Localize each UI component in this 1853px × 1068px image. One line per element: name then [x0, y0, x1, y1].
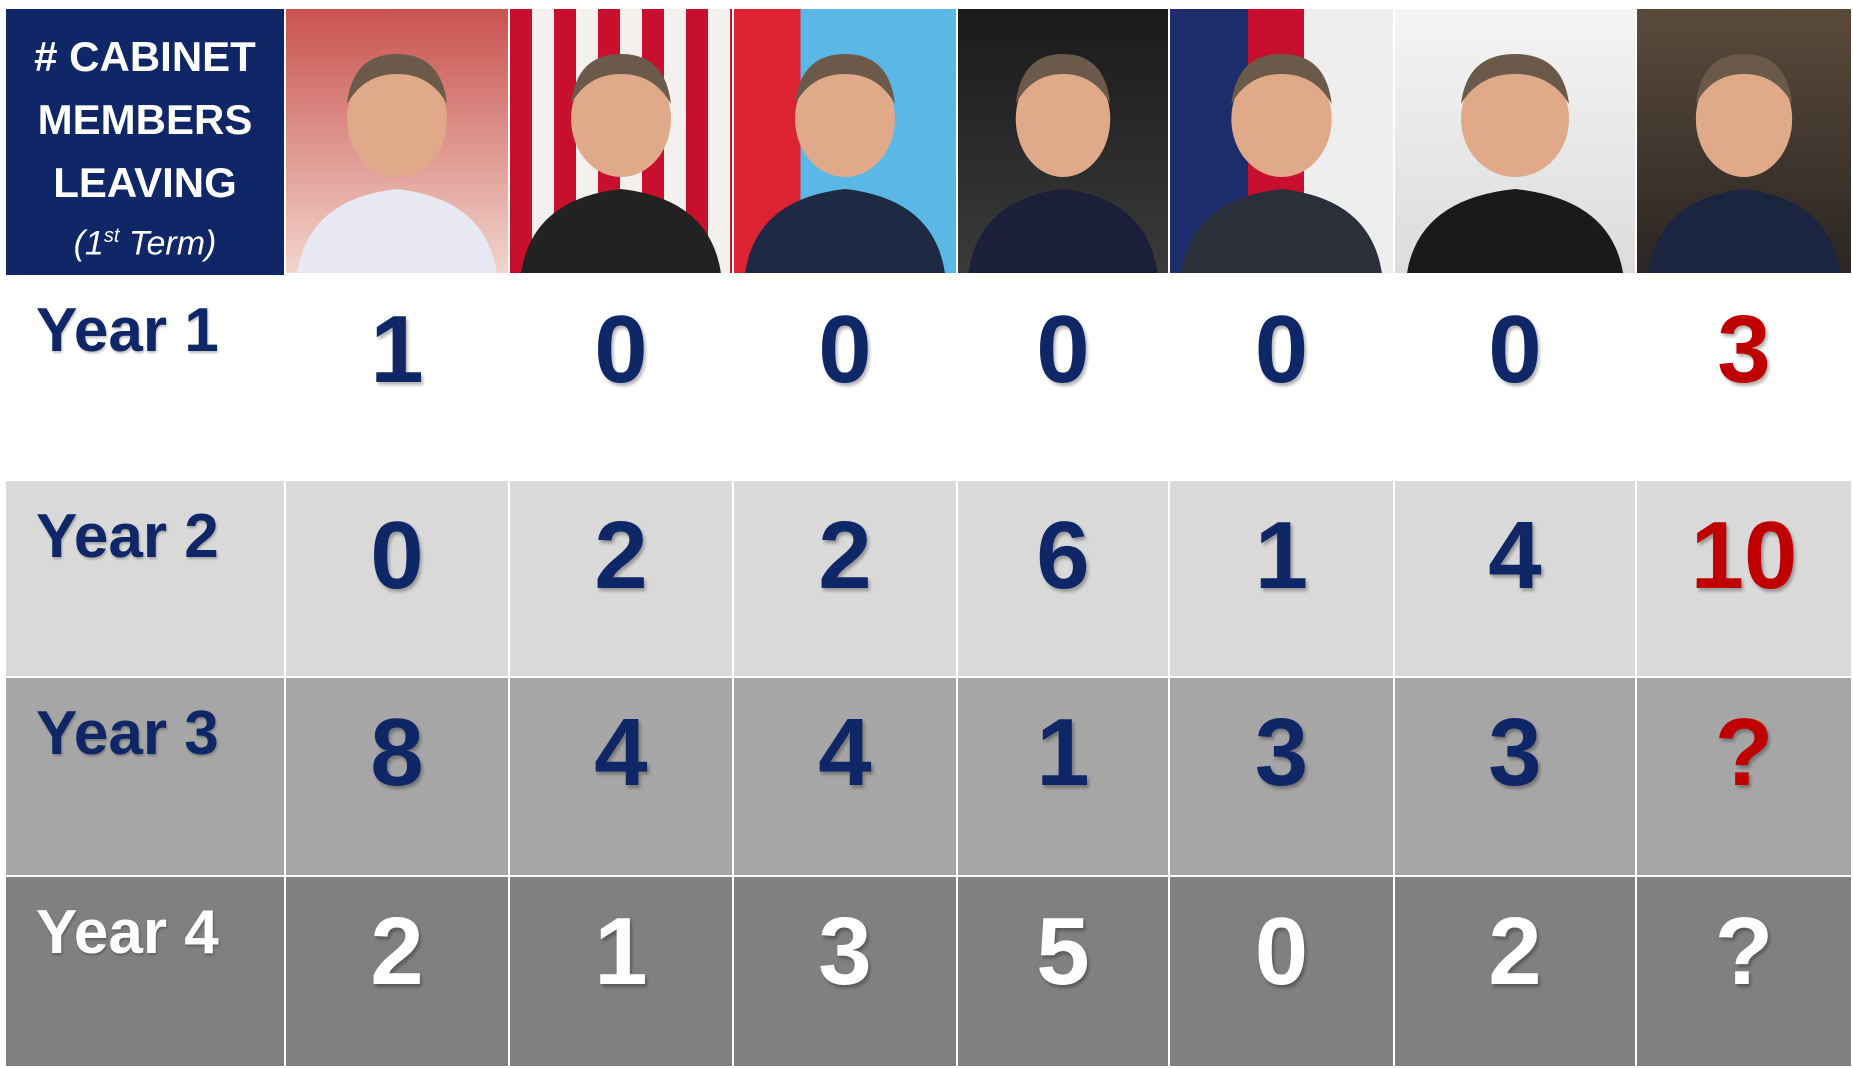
- cell-value: 3: [1637, 275, 1851, 479]
- cell-value: 0: [1170, 275, 1393, 479]
- photo: [734, 9, 956, 273]
- cell-value: 1: [510, 877, 732, 1066]
- cell-value: 0: [1170, 877, 1393, 1066]
- cell-value: 2: [1395, 877, 1635, 1066]
- cell-value: 5: [958, 877, 1168, 1066]
- cell-value: 1: [958, 678, 1168, 875]
- cell-value: 2: [286, 877, 508, 1066]
- cell-value: 1: [1170, 481, 1393, 676]
- cell-value: 10: [1637, 481, 1851, 676]
- cell-value: 0: [286, 481, 508, 676]
- portrait: [1170, 9, 1393, 273]
- portrait: [1637, 9, 1851, 273]
- page: # CABINET MEMBERS LEAVING (1st Term) Yea…: [0, 0, 1853, 1068]
- cell-value: 0: [510, 275, 732, 479]
- cell-value: 4: [510, 678, 732, 875]
- subtitle-sup: st: [104, 225, 120, 247]
- title-line: LEAVING: [6, 151, 284, 214]
- portrait: [734, 9, 956, 273]
- title-line: # CABINET: [6, 25, 284, 88]
- title-line: MEMBERS: [6, 88, 284, 151]
- cell-value: 2: [510, 481, 732, 676]
- cell-value: 3: [734, 877, 956, 1066]
- cell-value: 2: [734, 481, 956, 676]
- photo: [958, 9, 1168, 273]
- row-label: Year 4: [6, 877, 284, 1066]
- portrait: [958, 9, 1168, 273]
- cell-value: ?: [1637, 678, 1851, 875]
- cell-value: 4: [1395, 481, 1635, 676]
- cell-value: 0: [734, 275, 956, 479]
- cell-value: 8: [286, 678, 508, 875]
- portrait: [286, 9, 508, 273]
- portrait: [510, 9, 732, 273]
- cell-value: 3: [1170, 678, 1393, 875]
- photo: [510, 9, 732, 273]
- portrait: [1395, 9, 1635, 273]
- row-label: Year 2: [6, 481, 284, 676]
- subtitle: (1st Term): [6, 214, 284, 265]
- row-label: Year 3: [6, 678, 284, 875]
- subtitle-close: Term): [129, 224, 217, 262]
- photo: [1395, 9, 1635, 273]
- row-label: Year 1: [6, 275, 284, 479]
- photo: [1170, 9, 1393, 273]
- cell-value: 1: [286, 275, 508, 479]
- photo: [1637, 9, 1851, 273]
- cell-value: 6: [958, 481, 1168, 676]
- cell-value: 0: [1395, 275, 1635, 479]
- cell-value: ?: [1637, 877, 1851, 1066]
- cell-value: 4: [734, 678, 956, 875]
- cell-value: 0: [958, 275, 1168, 479]
- photo: [286, 9, 508, 273]
- header-box: # CABINET MEMBERS LEAVING (1st Term): [6, 9, 284, 275]
- subtitle-open: (1: [74, 224, 104, 262]
- cell-value: 3: [1395, 678, 1635, 875]
